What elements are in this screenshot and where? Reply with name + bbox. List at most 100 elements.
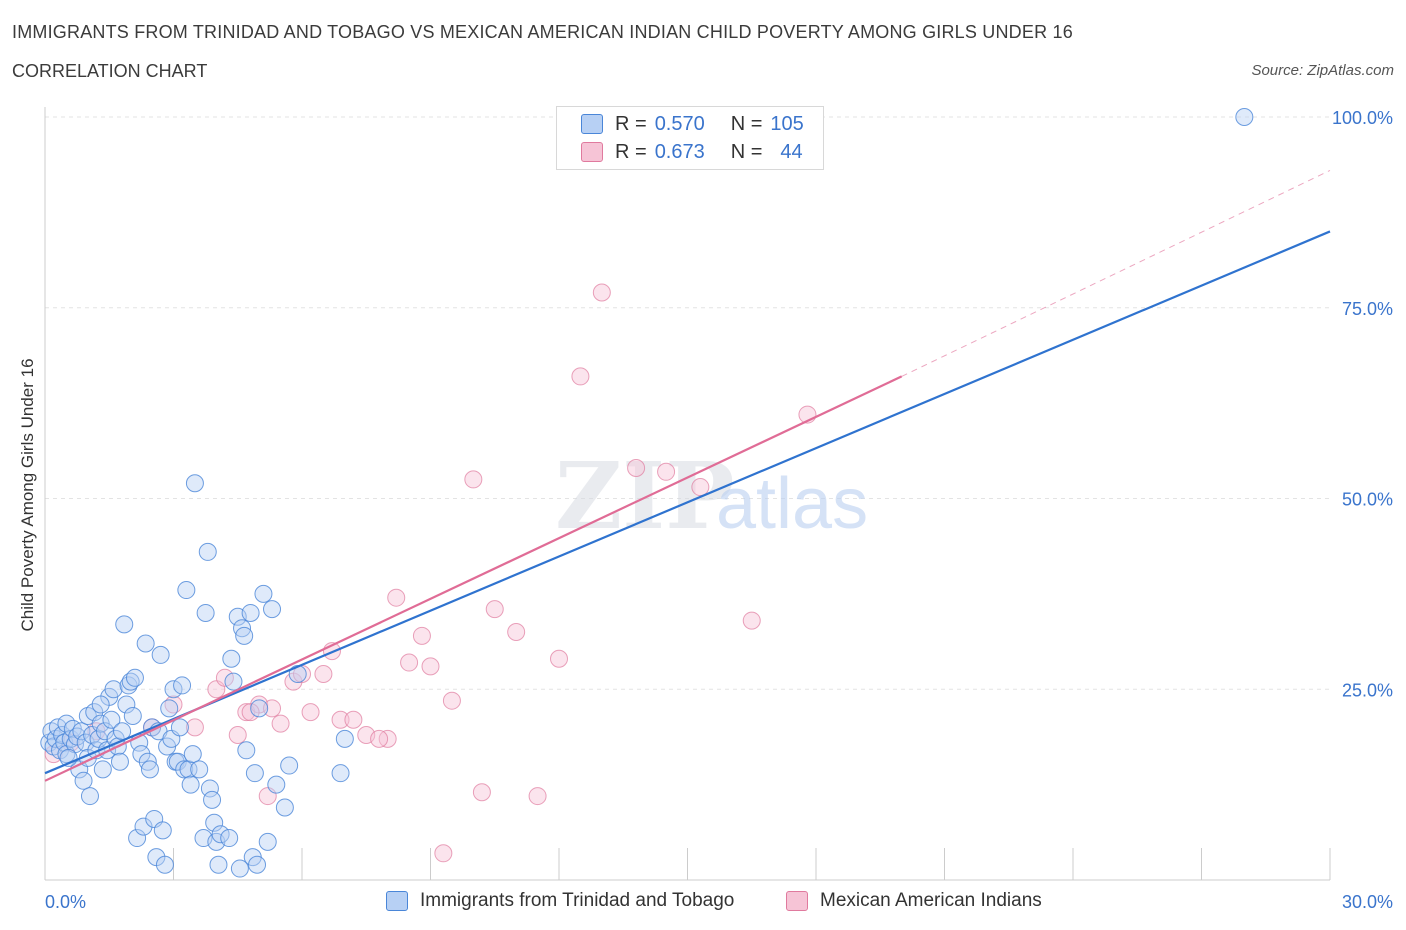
data-point-blue — [53, 726, 72, 745]
data-point-blue — [181, 775, 200, 794]
data-point-blue — [203, 790, 222, 809]
data-point-pink — [228, 726, 247, 745]
data-point-blue — [280, 756, 299, 775]
legend-item-mexican-american-indians[interactable]: Mexican American Indians — [786, 890, 1042, 912]
n-value: 105 — [770, 112, 804, 135]
data-point-pink — [421, 657, 440, 676]
data-point-blue — [258, 832, 277, 851]
pink-swatch — [581, 142, 603, 162]
data-point-blue — [275, 798, 294, 817]
data-point-blue — [267, 775, 286, 794]
series-blue-points — [40, 108, 1254, 878]
blue-swatch — [581, 114, 603, 134]
data-point-blue — [200, 779, 219, 798]
data-point-blue — [220, 829, 239, 848]
trend-line-blue — [44, 230, 1331, 775]
y-tick-label: 25.0% — [1342, 680, 1393, 700]
data-point-pink — [742, 611, 761, 630]
grid-lines — [45, 116, 1330, 690]
data-point-blue — [164, 680, 183, 699]
data-point-pink — [344, 710, 363, 729]
chart-subtitle: CORRELATION CHART — [12, 61, 208, 81]
data-point-pink — [412, 626, 431, 645]
data-point-blue — [160, 699, 179, 718]
series-pink-points — [44, 283, 817, 863]
data-point-pink — [472, 783, 491, 802]
data-point-pink — [370, 729, 389, 748]
data-point-blue — [140, 760, 159, 779]
data-point-pink — [387, 588, 406, 607]
data-point-blue — [235, 626, 254, 645]
data-point-blue — [128, 829, 147, 848]
data-point-pink — [400, 653, 419, 672]
data-point-blue — [132, 745, 151, 764]
data-point-blue — [168, 752, 187, 771]
data-point-blue — [115, 615, 134, 634]
data-point-blue — [263, 600, 282, 619]
data-point-blue — [183, 745, 202, 764]
chart-title: IMMIGRANTS FROM TRINIDAD AND TOBAGO VS M… — [12, 22, 1073, 42]
data-point-blue — [125, 668, 144, 687]
data-point-blue — [230, 859, 249, 878]
data-point-pink — [301, 703, 320, 722]
stats-row-blue: R = 0.570 N = 105 — [581, 111, 804, 137]
data-point-pink — [271, 714, 290, 733]
data-point-blue — [170, 718, 189, 737]
data-point-blue — [123, 706, 142, 725]
data-point-pink — [691, 478, 710, 497]
n-label: N = — [730, 140, 763, 163]
data-point-blue — [254, 584, 273, 603]
data-point-blue — [196, 603, 215, 622]
data-point-blue — [185, 474, 204, 493]
data-point-blue — [102, 710, 121, 729]
data-point-blue — [177, 581, 196, 600]
data-point-pink — [507, 623, 526, 642]
trend-line-pink — [44, 375, 903, 782]
data-point-blue — [211, 825, 230, 844]
data-point-pink — [657, 462, 676, 481]
source-label: Source: ZipAtlas.com — [1251, 62, 1394, 79]
data-point-blue — [80, 787, 99, 806]
legend-item-trinidad[interactable]: Immigrants from Trinidad and Tobago — [386, 890, 734, 912]
r-label: R = — [615, 112, 647, 135]
data-point-pink — [185, 718, 204, 737]
data-point-blue — [250, 699, 269, 718]
n-value: 44 — [780, 140, 803, 163]
data-point-blue — [237, 741, 256, 760]
data-point-blue — [134, 817, 153, 836]
watermark: ZIP atlas — [555, 442, 868, 550]
y-tick-label: 75.0% — [1342, 299, 1393, 319]
blue-swatch — [386, 891, 408, 911]
data-point-blue — [175, 760, 194, 779]
data-point-pink — [263, 699, 282, 718]
data-point-blue — [74, 771, 93, 790]
data-point-pink — [215, 668, 234, 687]
axes — [44, 107, 1331, 881]
stats-row-pink: R = 0.673 N = 44 — [581, 139, 803, 165]
data-point-blue — [233, 619, 252, 638]
data-point-blue — [248, 855, 267, 874]
x-tick-label: 30.0% — [1342, 892, 1393, 912]
watermark-zip: ZIP — [555, 442, 734, 550]
data-point-blue — [153, 821, 172, 840]
r-value: 0.570 — [654, 112, 705, 135]
data-point-pink — [464, 470, 483, 489]
legend-label: Mexican American Indians — [820, 890, 1042, 911]
legend-label: Immigrants from Trinidad and Tobago — [420, 890, 735, 911]
data-point-blue — [104, 680, 123, 699]
data-point-blue — [138, 752, 157, 771]
data-point-blue — [173, 676, 192, 695]
data-point-blue — [224, 672, 243, 691]
stats-legend: R = 0.570 N = 105 R = 0.673 N = 44 — [556, 106, 824, 170]
data-point-pink — [442, 691, 461, 710]
data-point-blue — [1235, 108, 1254, 126]
y-tick-label: 100.0% — [1332, 108, 1393, 128]
data-point-pink — [528, 787, 547, 806]
data-point-blue — [245, 764, 264, 783]
trend-lines — [44, 169, 1331, 782]
trend-line-pink-extension — [901, 169, 1331, 377]
data-point-blue — [155, 855, 174, 874]
data-point-blue — [190, 760, 209, 779]
watermark-atlas: atlas — [716, 464, 868, 544]
